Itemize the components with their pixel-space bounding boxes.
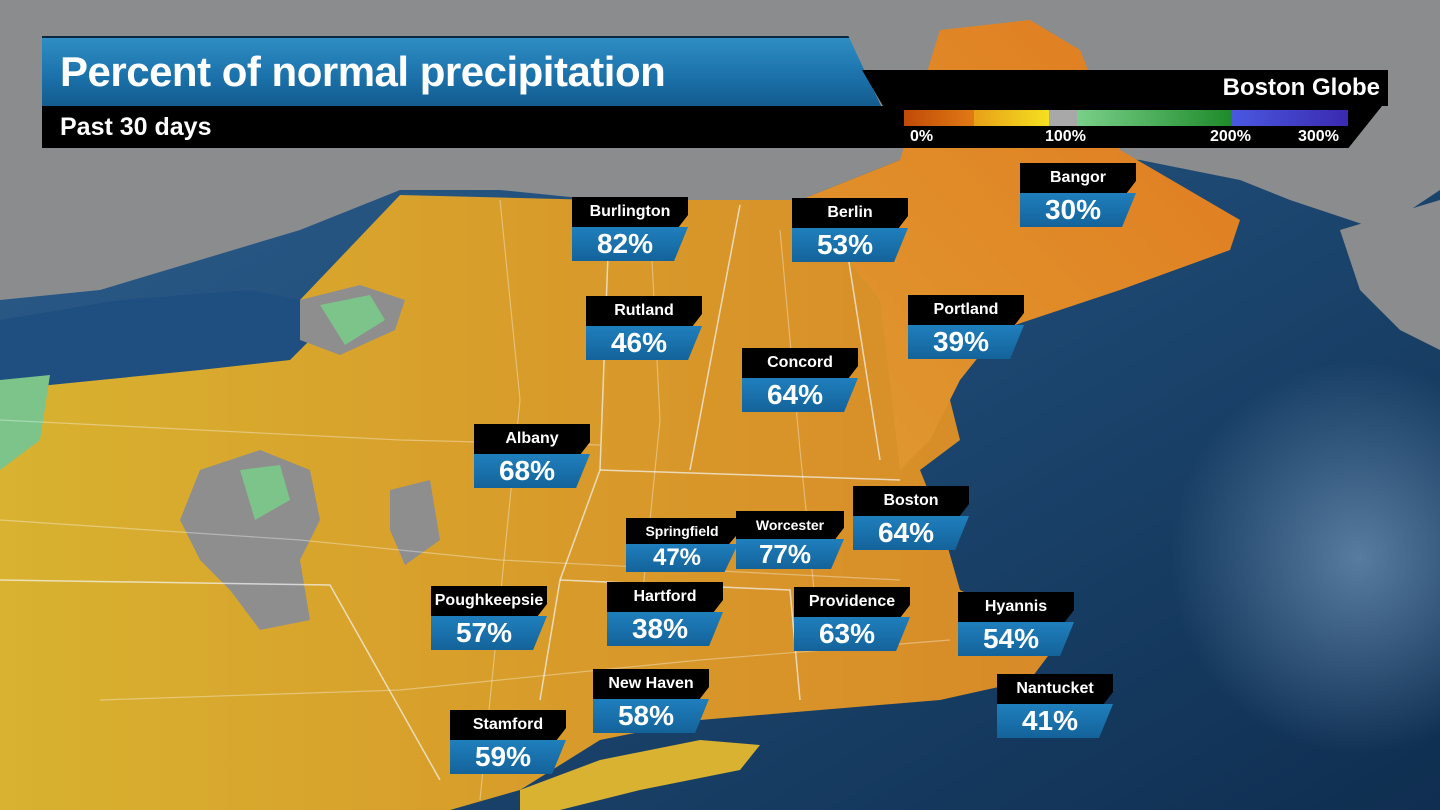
city-value: 77% [736, 539, 844, 569]
legend-label-300: 300% [1298, 128, 1339, 145]
city-value: 58% [593, 699, 709, 733]
city-name: Berlin [792, 198, 908, 228]
legend-label-100: 100% [1045, 128, 1086, 145]
city-name: Worcester [736, 511, 844, 539]
city-name: Nantucket [997, 674, 1113, 704]
lake-ontario [0, 290, 320, 390]
city-name: Poughkeepsie [431, 586, 547, 616]
brand-bar: Boston Globe [862, 70, 1388, 106]
city-label-bangor: Bangor 30% [1020, 163, 1136, 227]
legend-label-0: 0% [910, 128, 934, 145]
city-label-hyannis: Hyannis 54% [958, 592, 1074, 656]
city-name: Hartford [607, 582, 723, 612]
city-label-worcester: Worcester 77% [736, 511, 844, 569]
map-subtitle: Past 30 days [60, 113, 212, 141]
city-label-new-haven: New Haven 58% [593, 669, 709, 733]
title-bar: Percent of normal precipitation [42, 36, 882, 108]
city-label-boston: Boston 64% [853, 486, 969, 550]
brand-name: Boston Globe [1222, 74, 1380, 101]
city-value: 39% [908, 325, 1024, 359]
city-value: 41% [997, 704, 1113, 738]
city-name: Boston [853, 486, 969, 516]
city-value: 82% [572, 227, 688, 261]
legend-seg-extreme [1232, 110, 1348, 126]
city-name: Portland [908, 295, 1024, 325]
city-label-hartford: Hartford 38% [607, 582, 723, 646]
city-value: 68% [474, 454, 590, 488]
city-name: Springfield [626, 518, 738, 544]
city-value: 53% [792, 228, 908, 262]
map-title: Percent of normal precipitation [60, 48, 666, 95]
city-name: Providence [794, 587, 910, 617]
city-name: Albany [474, 424, 590, 454]
city-label-albany: Albany 68% [474, 424, 590, 488]
city-label-poughkeepsie: Poughkeepsie 57% [431, 586, 547, 650]
city-label-springfield: Springfield 47% [626, 518, 738, 572]
legend-seg-below [974, 110, 1049, 126]
city-label-portland: Portland 39% [908, 295, 1024, 359]
city-value: 59% [450, 740, 566, 774]
city-value: 38% [607, 612, 723, 646]
long-island [520, 740, 760, 810]
city-value: 57% [431, 616, 547, 650]
city-value: 54% [958, 622, 1074, 656]
city-name: Rutland [586, 296, 702, 326]
city-label-providence: Providence 63% [794, 587, 910, 651]
city-value: 30% [1020, 193, 1136, 227]
city-name: Stamford [450, 710, 566, 740]
legend-seg-wet [1077, 110, 1232, 126]
city-value: 47% [626, 544, 738, 572]
legend-label-200: 200% [1210, 128, 1251, 145]
city-value: 63% [794, 617, 910, 651]
city-label-nantucket: Nantucket 41% [997, 674, 1113, 738]
city-value: 46% [586, 326, 702, 360]
legend-seg-normal [1049, 110, 1077, 126]
city-name: Concord [742, 348, 858, 378]
city-name: Burlington [572, 197, 688, 227]
city-name: Hyannis [958, 592, 1074, 622]
city-value: 64% [853, 516, 969, 550]
city-value: 64% [742, 378, 858, 412]
city-name: New Haven [593, 669, 709, 699]
legend-seg-dry [904, 110, 974, 126]
city-name: Bangor [1020, 163, 1136, 193]
city-label-stamford: Stamford 59% [450, 710, 566, 774]
city-label-burlington: Burlington 82% [572, 197, 688, 261]
city-label-rutland: Rutland 46% [586, 296, 702, 360]
city-label-concord: Concord 64% [742, 348, 858, 412]
color-legend [904, 110, 1348, 126]
city-label-berlin: Berlin 53% [792, 198, 908, 262]
